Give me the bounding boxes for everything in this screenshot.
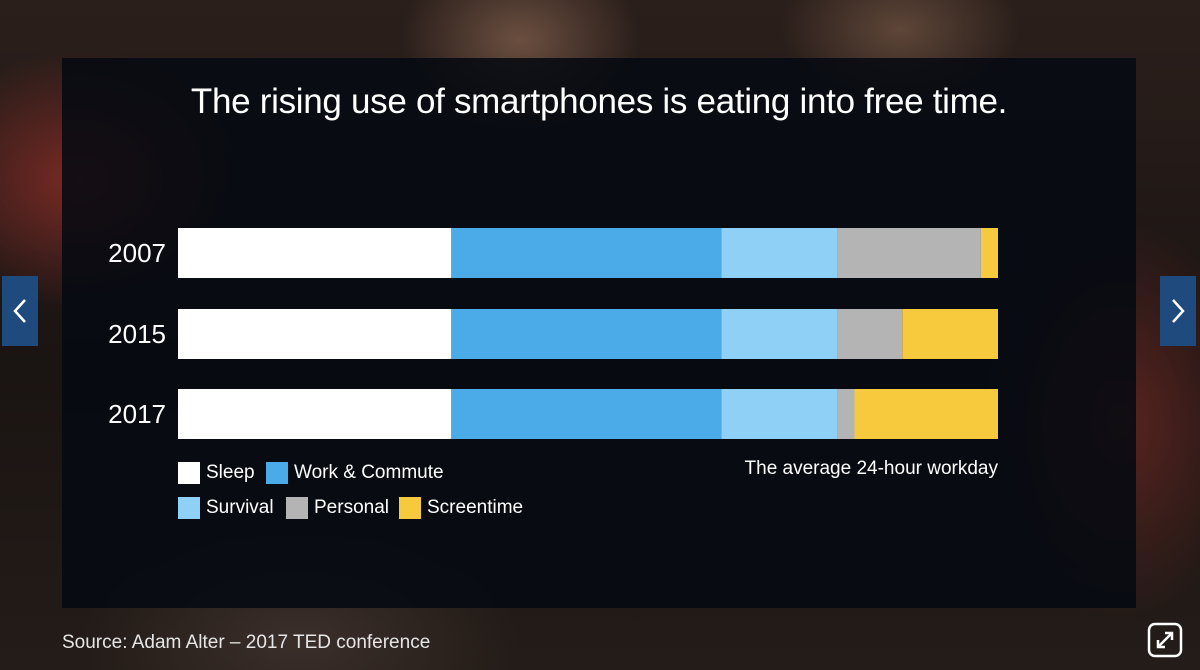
legend-label-personal: Personal — [314, 497, 389, 518]
expand-icon[interactable] — [1147, 622, 1183, 658]
bar-segment-2015-screentime — [902, 309, 998, 359]
legend-item-sleep: Sleep — [178, 462, 255, 484]
previous-slide-button[interactable] — [2, 276, 38, 346]
year-label-2007: 2007 — [108, 238, 166, 268]
bar-segment-2015-work-commute — [451, 309, 722, 359]
bar-segment-2007-work-commute — [451, 228, 722, 278]
next-slide-button[interactable] — [1160, 276, 1196, 346]
source-credit: Source: Adam Alter – 2017 TED conference — [62, 632, 431, 653]
legend-swatch-personal — [286, 497, 308, 519]
chevron-right-icon — [1172, 299, 1185, 323]
bar-segment-2007-survival — [721, 228, 838, 278]
legend-swatch-screentime — [399, 497, 421, 519]
legend-swatch-work-commute — [266, 462, 288, 484]
legend-item-survival: Survival — [178, 497, 274, 519]
legend-label-survival: Survival — [206, 497, 274, 518]
bar-segment-2017-work-commute — [451, 389, 722, 439]
legend-label-screentime: Screentime — [427, 497, 524, 518]
legend-item-personal: Personal — [286, 497, 389, 519]
bar-segment-2015-personal — [837, 309, 903, 359]
legend-swatch-sleep — [178, 462, 200, 484]
legend-label-sleep: Sleep — [206, 462, 255, 483]
chart-caption: The average 24-hour workday — [744, 458, 998, 479]
year-label-2017: 2017 — [108, 399, 166, 429]
bar-segment-2017-personal — [837, 389, 855, 439]
bar-segment-2015-sleep — [178, 309, 452, 359]
bar-segment-2007-sleep — [178, 228, 452, 278]
bar-segment-2017-sleep — [178, 389, 452, 439]
bar-segment-2017-survival — [721, 389, 838, 439]
bar-segment-2007-screentime — [980, 228, 998, 278]
chart-title: The rising use of smartphones is eating … — [190, 82, 1008, 121]
bar-segment-2015-survival — [721, 309, 838, 359]
legend-item-screentime: Screentime — [399, 497, 523, 519]
legend-label-work-commute: Work & Commute — [294, 462, 444, 483]
chevron-left-icon — [13, 299, 26, 323]
bar-segment-2007-personal — [837, 228, 981, 278]
legend-item-work-commute: Work & Commute — [266, 462, 444, 484]
legend-swatch-survival — [178, 497, 200, 519]
year-label-2015: 2015 — [108, 319, 166, 349]
bar-segment-2017-screentime — [854, 389, 998, 439]
